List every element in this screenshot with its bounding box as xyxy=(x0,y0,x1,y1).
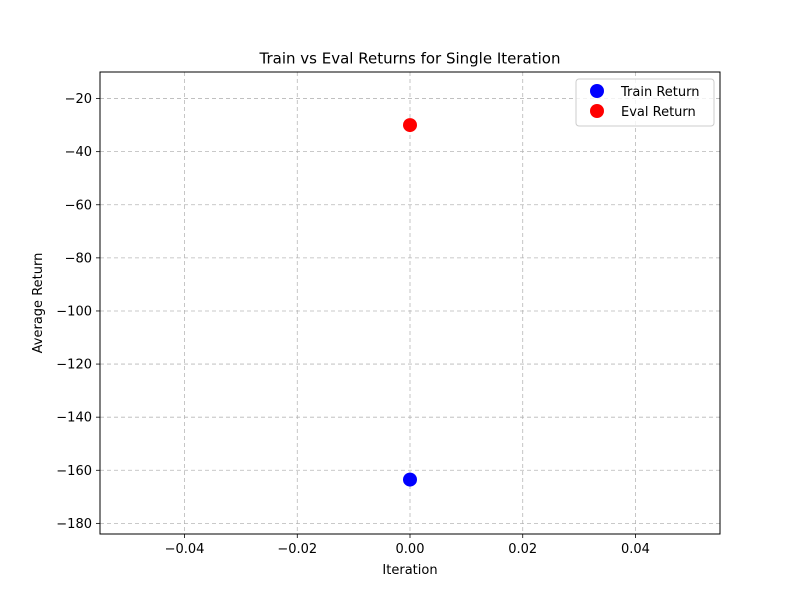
x-axis-label: Iteration xyxy=(382,563,437,578)
y-tick-label: −40 xyxy=(65,145,92,160)
x-axis-ticks: −0.04 −0.02 0.00 0.02 0.04 xyxy=(165,534,650,557)
x-tick-label: 0.00 xyxy=(396,542,425,557)
y-tick-label: −120 xyxy=(56,358,92,373)
y-axis-label: Average Return xyxy=(31,253,46,354)
point-eval-return xyxy=(403,118,417,133)
y-tick-label: −180 xyxy=(56,517,92,532)
legend-box xyxy=(575,78,715,127)
legend-label-train-return: Train Return xyxy=(620,85,699,100)
y-tick-label: −60 xyxy=(65,198,92,213)
x-tick-label: 0.02 xyxy=(508,542,537,557)
x-tick-label: −0.04 xyxy=(165,542,205,557)
chart-title: Train vs Eval Returns for Single Iterati… xyxy=(259,50,561,68)
y-tick-label: −80 xyxy=(65,251,92,266)
data-points xyxy=(403,118,417,487)
x-tick-label: −0.02 xyxy=(277,542,317,557)
y-tick-label: −160 xyxy=(56,464,92,479)
legend-label-eval-return: Eval Return xyxy=(621,105,696,120)
point-train-return xyxy=(403,472,417,487)
x-tick-label: 0.04 xyxy=(621,542,650,557)
legend-marker-eval-return xyxy=(590,104,604,118)
y-tick-label: −140 xyxy=(56,411,92,426)
legend: Train Return Eval Return xyxy=(575,78,715,127)
y-tick-label: −100 xyxy=(56,304,92,319)
grid xyxy=(100,72,720,534)
legend-marker-train-return xyxy=(590,84,604,98)
y-axis-ticks: −20 −40 −60 −80 −100 −120 −140 −160 −180 xyxy=(56,92,100,532)
y-tick-label: −20 xyxy=(65,92,92,107)
